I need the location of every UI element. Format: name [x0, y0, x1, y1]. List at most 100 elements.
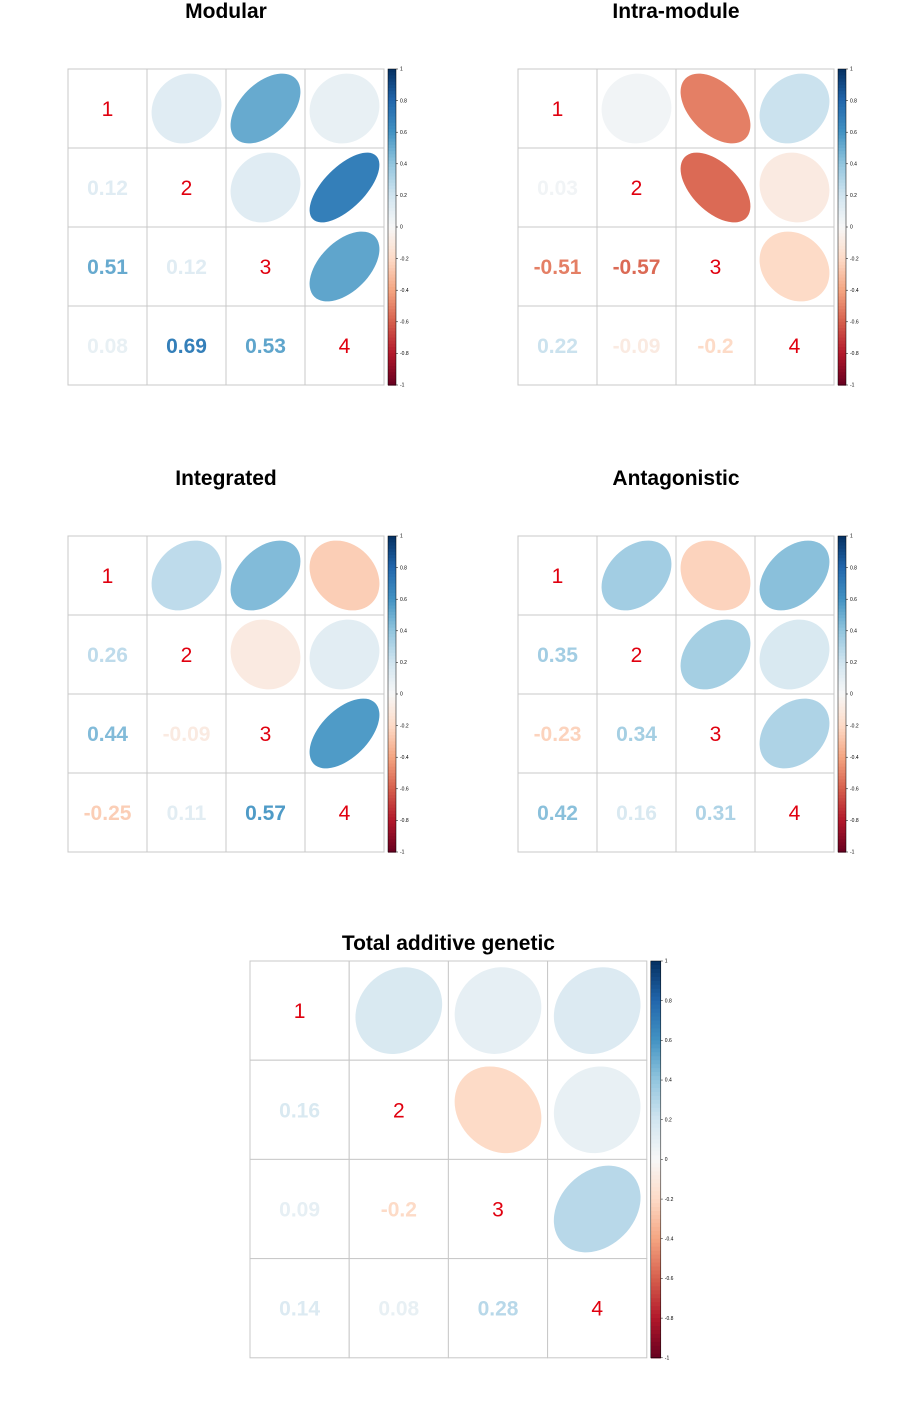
- colorbar-segment: [650, 1143, 661, 1149]
- colorbar-segment: [838, 138, 846, 143]
- colorbar-segment: [650, 1040, 661, 1045]
- colorbar-segment: [388, 192, 396, 196]
- colorbar-segment: [838, 151, 846, 155]
- colorbar-segment: [838, 198, 846, 203]
- colorbar-segment: [388, 589, 396, 594]
- colorbar-segment: [838, 722, 846, 727]
- colorbar-segment: [838, 280, 846, 285]
- grid-cell: [249, 1059, 350, 1160]
- colorbar-segment: [838, 189, 846, 193]
- variable-label: 1: [552, 98, 564, 121]
- colorbar-segment: [838, 731, 846, 736]
- colorbar-segment: [388, 154, 396, 159]
- colorbar-segment: [838, 551, 846, 556]
- colorbar-segment: [388, 627, 396, 632]
- colorbar-segment: [388, 78, 396, 83]
- colorbar-segment: [388, 624, 396, 629]
- colorbar-segment: [838, 182, 846, 187]
- colorbar-segment: [650, 972, 661, 978]
- colorbar-segment: [388, 769, 396, 774]
- colorbar-segment: [838, 848, 846, 853]
- correlation-ellipse: [309, 152, 380, 223]
- colorbar-segment: [838, 694, 846, 698]
- colorbar-segment: [388, 633, 396, 638]
- colorbar-segment: [838, 554, 846, 559]
- colorbar-segment: [388, 681, 396, 686]
- colorbar-segment: [838, 132, 846, 136]
- coefficient-label: 0.12: [166, 256, 207, 279]
- colorbar-tick-label: 0: [400, 692, 403, 698]
- colorbar-segment: [838, 261, 846, 266]
- colorbar-segment: [388, 703, 396, 708]
- panel-title: Antagonistic: [612, 467, 739, 490]
- correlation-ellipse: [454, 967, 542, 1054]
- coefficient-label: 0.42: [537, 802, 578, 825]
- colorbar-segment: [838, 776, 846, 780]
- colorbar-segment: [388, 135, 396, 140]
- colorbar-segment: [838, 249, 846, 253]
- colorbar-segment: [650, 1131, 661, 1137]
- colorbar-segment: [650, 1230, 661, 1236]
- colorbar-segment: [650, 1326, 661, 1331]
- colorbar-segment: [650, 1274, 661, 1280]
- colorbar-segment: [388, 694, 396, 698]
- colorbar-segment: [838, 700, 846, 705]
- variable-label: 3: [260, 256, 272, 279]
- colorbar-segment: [650, 1159, 661, 1164]
- grid-cell: [675, 693, 756, 774]
- colorbar-segment: [388, 596, 396, 600]
- colorbar-segment: [838, 129, 846, 133]
- colorbar-segment: [838, 716, 846, 720]
- colorbar-segment: [838, 157, 846, 162]
- colorbar-segment: [838, 675, 846, 679]
- colorbar-segment: [838, 706, 846, 711]
- colorbar-segment: [388, 214, 396, 219]
- colorbar-segment: [650, 1333, 661, 1339]
- colorbar-segment: [838, 630, 846, 635]
- colorbar-segment: [388, 359, 396, 364]
- colorbar-segment: [388, 72, 396, 76]
- colorbar-segment: [388, 605, 396, 610]
- correlation-ellipse: [553, 1165, 641, 1253]
- colorbar-segment: [388, 261, 396, 266]
- colorbar-segment: [838, 347, 846, 351]
- colorbar-segment: [388, 315, 396, 320]
- colorbar-segment: [838, 621, 846, 626]
- colorbar-segment: [388, 144, 396, 149]
- colorbar-segment: [838, 375, 846, 380]
- variable-label: 2: [181, 177, 193, 200]
- colorbar-segment: [388, 299, 396, 304]
- colorbar-segment: [388, 170, 396, 174]
- colorbar-segment: [388, 725, 396, 730]
- colorbar-segment: [838, 750, 846, 755]
- colorbar-segment: [838, 602, 846, 607]
- colorbar-segment: [838, 589, 846, 594]
- colorbar-segment: [838, 842, 846, 847]
- colorbar-segment: [838, 233, 846, 238]
- colorbar-segment: [838, 315, 846, 320]
- colorbar-segment: [650, 1084, 661, 1089]
- colorbar-segment: [838, 324, 846, 329]
- colorbar-segment: [388, 542, 396, 547]
- colorbar-tick-label: -0.6: [400, 320, 409, 326]
- colorbar-segment: [650, 980, 661, 986]
- colorbar-segment: [388, 807, 396, 812]
- grid-cell: [596, 305, 677, 386]
- colorbar-segment: [838, 125, 846, 130]
- colorbar-segment: [838, 801, 846, 806]
- grid-cell: [67, 147, 148, 228]
- colorbar-segment: [388, 268, 396, 272]
- colorbar-segment: [650, 996, 661, 1002]
- colorbar-segment: [838, 195, 846, 200]
- colorbar-segment: [838, 84, 846, 89]
- colorbar-segment: [388, 754, 396, 758]
- colorbar-tick-label: 0.4: [665, 1078, 672, 1084]
- colorbar-segment: [650, 1095, 661, 1101]
- colorbar-segment: [388, 839, 396, 844]
- colorbar-segment: [838, 302, 846, 307]
- colorbar-segment: [838, 378, 846, 383]
- colorbar-segment: [838, 567, 846, 572]
- colorbar-segment: [838, 299, 846, 304]
- colorbar-segment: [650, 1349, 661, 1355]
- colorbar-segment: [388, 722, 396, 727]
